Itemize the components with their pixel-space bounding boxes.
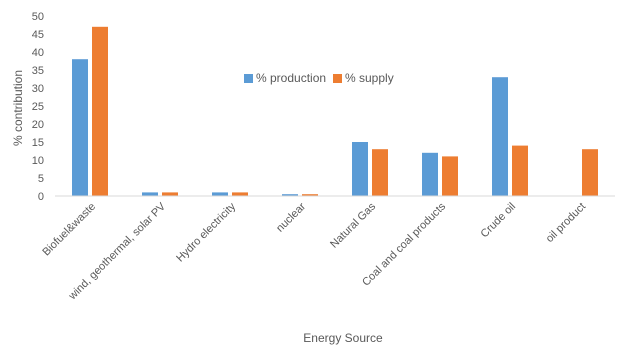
- y-tick-label: 0: [38, 191, 44, 203]
- bar-supply: [372, 149, 388, 196]
- x-tick-label: Hydro electricity: [174, 200, 238, 264]
- bar-production: [492, 77, 508, 196]
- bar-supply: [442, 156, 458, 196]
- y-tick-label: 30: [32, 83, 44, 95]
- y-axis-title: % contribution: [11, 70, 25, 146]
- y-tick-label: 40: [32, 47, 44, 59]
- legend-swatch: [244, 74, 253, 83]
- y-tick-label: 5: [38, 173, 44, 185]
- bar-production: [282, 194, 298, 196]
- bar-production: [142, 192, 158, 196]
- bar-supply: [162, 192, 178, 196]
- bar-production: [422, 152, 438, 196]
- x-tick-label: Biofuel&waste: [40, 201, 98, 259]
- bar-supply: [232, 192, 248, 196]
- legend-label: % supply: [345, 71, 394, 85]
- bar-production: [352, 142, 368, 196]
- y-tick-label: 25: [32, 101, 44, 113]
- legend-swatch: [333, 74, 342, 83]
- x-tick-label: Crude oil: [479, 201, 519, 241]
- legend: % production % supply: [244, 71, 394, 85]
- bars: [72, 26, 598, 197]
- x-axis-title: Energy Source: [303, 331, 383, 345]
- y-tick-label: 45: [32, 29, 44, 41]
- y-tick-label: 35: [32, 65, 44, 77]
- x-tick-label: nuclear: [274, 200, 308, 234]
- x-tick-label: Natural Gas: [328, 200, 378, 250]
- x-tick-label: oil product: [544, 201, 588, 245]
- bar-production: [72, 59, 88, 197]
- y-tick-label: 20: [32, 119, 44, 131]
- y-tick-label: 50: [32, 11, 44, 23]
- bar-supply: [302, 194, 318, 196]
- y-tick-label: 15: [32, 137, 44, 149]
- bar-production: [212, 192, 228, 196]
- bar-supply: [582, 149, 598, 196]
- y-axis-ticks: 0 5 10 15 20 25 30 35 40 45 50: [32, 11, 44, 203]
- bar-supply: [92, 26, 108, 196]
- bar-supply: [512, 145, 528, 196]
- legend-label: % production: [256, 71, 326, 85]
- y-tick-label: 10: [32, 155, 44, 167]
